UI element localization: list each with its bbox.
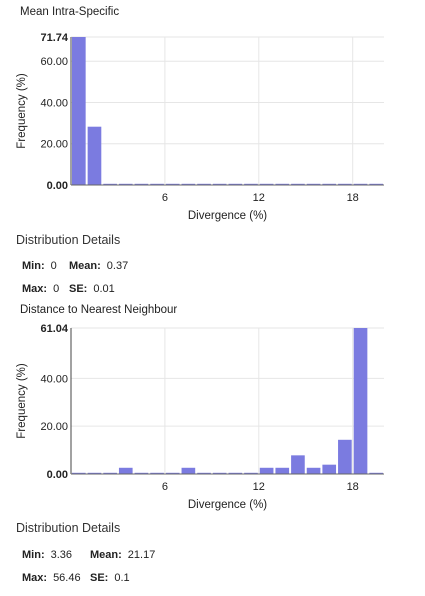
histogram-bar [118, 467, 133, 474]
histogram-bar [181, 467, 196, 474]
distribution-details-heading-2: Distribution Details [16, 521, 121, 535]
y-tick-label: 0.00 [47, 180, 68, 192]
stat-se-2: SE: 0.1 [90, 572, 130, 584]
chart-2-title: Distance to Nearest Neighbour [20, 304, 178, 316]
histogram-bar [275, 183, 290, 185]
histogram-bar [103, 472, 117, 474]
histogram-bar [87, 472, 102, 474]
histogram-bar [197, 183, 211, 185]
stat-max-2: Max: 56.46 [22, 572, 81, 584]
chart-1-title: Mean Intra-Specific [20, 6, 120, 18]
histogram-bar [181, 183, 196, 185]
histogram-bar [72, 37, 86, 185]
y-tick-label: 40.00 [40, 97, 68, 109]
stat-min-1: Min: 0 [22, 260, 57, 272]
x-axis-label: Divergence (%) [188, 210, 267, 222]
histogram-bar [212, 472, 227, 474]
chart-1: 0.00 20.00 40.00 60.00 71.74 6 12 18 Divergence … [16, 32, 384, 222]
histogram-bar [244, 472, 258, 474]
histogram-bar [228, 472, 243, 474]
y-tick-label: 20.00 [40, 421, 68, 433]
x-tick-label: 18 [347, 192, 359, 204]
stat-max-1: Max: 0 [22, 283, 60, 295]
x-tick-label: 6 [162, 481, 168, 493]
histogram-bar [150, 183, 164, 185]
histogram-bar [369, 472, 383, 474]
histogram-bar [72, 472, 86, 474]
histogram-bar [306, 183, 321, 185]
stat-min-2: Min: 3.36 [22, 549, 73, 561]
x-tick-label: 6 [162, 192, 168, 204]
histogram-bar [103, 183, 117, 185]
histogram-bar [259, 467, 274, 474]
y-tick-label: 61.04 [40, 323, 68, 335]
stat-mean-2: Mean: 21.17 [90, 549, 156, 561]
histogram-bar [118, 183, 133, 185]
y-tick-label: 60.00 [40, 56, 68, 68]
stat-mean-1: Mean: 0.37 [69, 260, 129, 272]
histogram-bar [134, 472, 149, 474]
histogram-bar [338, 439, 352, 474]
x-tick-label: 12 [253, 481, 265, 493]
histogram-bar [150, 472, 164, 474]
x-tick-label: 12 [253, 192, 265, 204]
histogram-bar [353, 328, 368, 474]
histogram-bar [228, 183, 243, 185]
distribution-details-heading-1: Distribution Details [16, 233, 121, 247]
histogram-bar [322, 183, 337, 185]
histogram-bar [244, 183, 258, 185]
histogram-bar [165, 472, 180, 474]
histogram-bar [322, 464, 337, 474]
chart-2: 0.00 20.00 40.00 61.04 6 12 18 Divergence (%) Fr… [16, 323, 384, 511]
stat-se-1: SE: 0.01 [69, 283, 115, 295]
histogram-bar [165, 183, 180, 185]
histogram-bar [291, 183, 305, 185]
y-tick-label: 71.74 [40, 32, 68, 44]
histogram-bar [338, 183, 352, 185]
histogram-bar [353, 183, 368, 185]
histogram-bar [134, 183, 149, 185]
y-tick-label: 0.00 [47, 469, 68, 481]
histogram-bar [259, 183, 274, 185]
histogram-bar [87, 126, 102, 185]
y-tick-label: 20.00 [40, 139, 68, 151]
histogram-bar [212, 183, 227, 185]
x-axis-label: Divergence (%) [188, 499, 267, 511]
y-tick-label: 40.00 [40, 373, 68, 385]
histogram-bar [369, 183, 383, 185]
histogram-bar [291, 455, 305, 474]
histogram-bar [275, 467, 290, 474]
x-tick-label: 18 [347, 481, 359, 493]
y-axis-label: Frequency (%) [16, 363, 28, 439]
histogram-bar [197, 472, 211, 474]
histogram-bar [306, 467, 321, 474]
y-axis-label: Frequency (%) [16, 73, 28, 149]
